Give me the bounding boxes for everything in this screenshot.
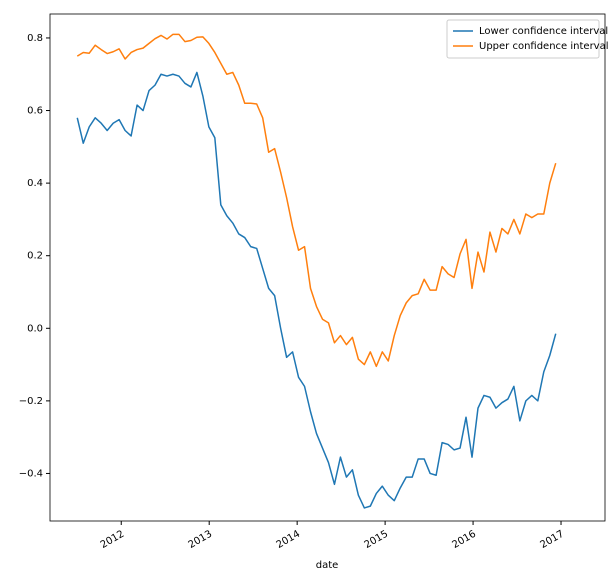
y-tick-label: 0.0	[27, 323, 43, 334]
y-tick-label: 0.8	[27, 33, 43, 44]
y-tick-label: −0.4	[19, 468, 43, 479]
x-tick-label: 2012	[99, 529, 127, 551]
legend-label: Upper confidence interval	[479, 41, 609, 52]
series-line	[76, 33, 557, 368]
series-line	[76, 71, 557, 509]
x-tick-label: 2016	[451, 529, 479, 551]
x-axis-label: date	[316, 560, 339, 571]
y-tick-label: 0.2	[27, 251, 43, 262]
x-tick-label: 2015	[363, 529, 391, 551]
plot-frame	[49, 13, 606, 522]
y-tick-label: 0.6	[27, 106, 43, 117]
x-tick-label: 2017	[538, 529, 566, 551]
legend-box	[446, 19, 600, 59]
x-tick-label: 2014	[275, 529, 303, 551]
legend-label: Lower confidence interval	[479, 26, 608, 37]
y-tick-label: 0.4	[27, 178, 43, 189]
x-tick-label: 2013	[187, 529, 215, 551]
y-tick-label: −0.2	[19, 396, 43, 407]
